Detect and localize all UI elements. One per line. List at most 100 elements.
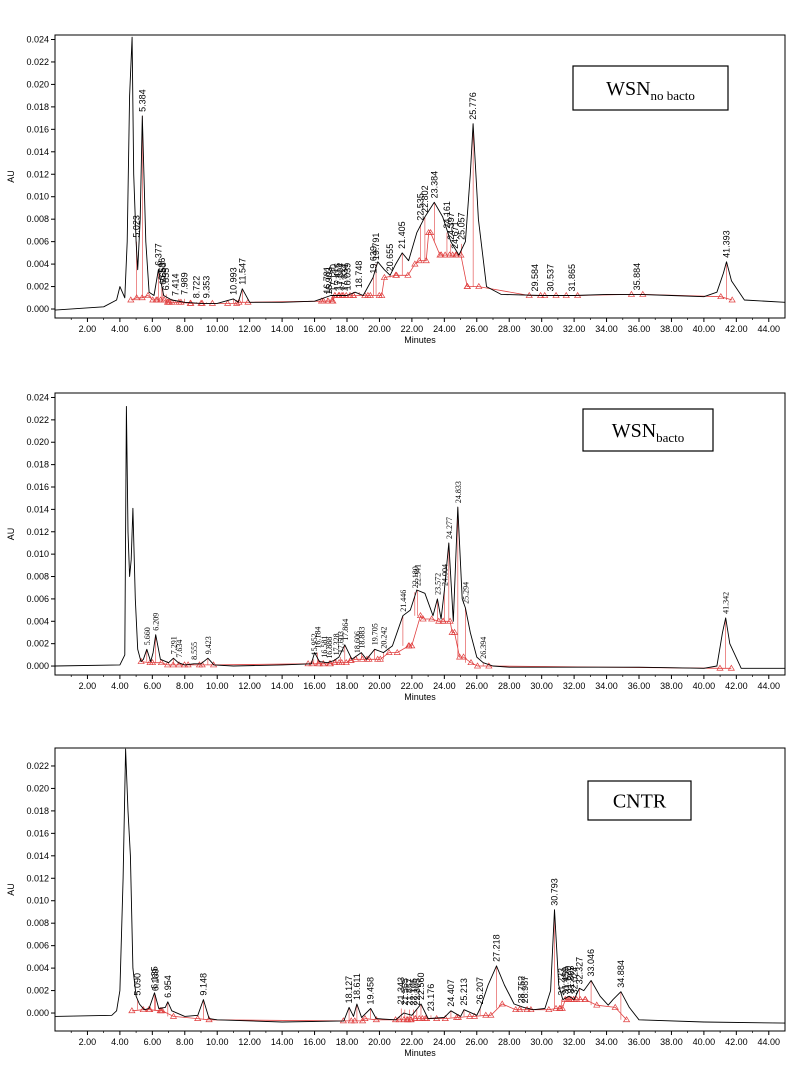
peak-label: 25.776 [468, 92, 478, 120]
integration-marker [175, 661, 183, 668]
x-tick-label: 10.00 [206, 681, 229, 691]
integration-marker [416, 612, 425, 619]
chart-panel-3: 0.000 0.002 0.004 0.006 0.008 0.010 0.012 0.014… [6, 747, 786, 1058]
y-tick-label: 0.024 [26, 34, 49, 44]
peak-label: 24.833 [454, 481, 463, 503]
integration-marker [224, 299, 232, 306]
integration-marker [562, 291, 570, 298]
integration-marker [727, 664, 735, 671]
y-tick-label: 0.004 [26, 259, 49, 269]
x-tick-label: 22.00 [401, 1037, 424, 1047]
integration-marker [308, 660, 316, 667]
x-tick-label: 16.00 [303, 681, 326, 691]
peak-label: 19.791 [371, 233, 381, 261]
y-axis-label: AU [6, 883, 16, 896]
peak-label: 6.377 [153, 243, 163, 266]
peak-label: 9.353 [202, 276, 212, 299]
peak-label: 16.903 [324, 267, 334, 295]
integration-marker [347, 656, 355, 663]
peak-label: 17.328 [332, 633, 341, 655]
peak-label: 17.416 [333, 263, 343, 291]
integration-marker [639, 290, 647, 297]
integration-marker [358, 655, 367, 662]
peak-label: 17.604 [336, 263, 346, 291]
integration-marker [523, 1005, 531, 1013]
integration-marker [169, 661, 177, 668]
integration-marker [319, 297, 328, 304]
peak-label: 31.865 [567, 264, 577, 292]
x-tick-label: 12.00 [238, 1037, 261, 1047]
x-tick-label: 44.00 [758, 324, 781, 334]
peak-label: 33.046 [586, 949, 596, 977]
integration-marker [541, 291, 549, 298]
sample-title-box [582, 408, 714, 452]
y-tick-label: 0.022 [26, 57, 49, 67]
peak-label: 11.547 [237, 258, 247, 285]
peak-label: 25.057 [456, 212, 466, 240]
x-tick-label: 14.00 [271, 324, 294, 334]
peak-label: 31.233 [557, 968, 567, 996]
integration-marker [315, 660, 324, 667]
integration-marker [194, 1014, 202, 1021]
peak-label: 24.407 [446, 979, 456, 1007]
x-tick-label: 38.00 [660, 681, 683, 691]
peak-label: 22.305 [412, 978, 422, 1006]
peak-label: 21.405 [397, 221, 407, 249]
peak-label: 25.213 [459, 978, 469, 1006]
peak-label: 22.105 [409, 978, 419, 1006]
x-tick-label: 4.00 [111, 1037, 129, 1047]
y-axis-label: AU [6, 170, 16, 183]
integration-marker [576, 995, 584, 1002]
x-tick-label: 38.00 [660, 1037, 683, 1047]
integration-marker [450, 628, 459, 635]
x-tick-label: 44.00 [758, 1037, 781, 1047]
peak-label: 9.148 [198, 973, 208, 996]
integration-marker [466, 1012, 474, 1019]
y-tick-label: 0.002 [26, 986, 49, 996]
integration-marker [144, 291, 152, 298]
peak-label: 26.207 [475, 977, 485, 1005]
integration-marker [128, 1007, 136, 1014]
peak-label: 23.572 [433, 573, 442, 595]
peak-label: 6.135 [150, 966, 160, 989]
integration-marker [168, 298, 176, 305]
x-tick-label: 2.00 [79, 324, 97, 334]
peak-label: 6.855 [161, 268, 171, 291]
peak-label: 16.781 [322, 266, 332, 294]
integration-marker [581, 995, 590, 1002]
y-tick-label: 0.022 [26, 761, 49, 771]
chromatogram-trace [55, 748, 785, 1024]
sample-title-box [572, 65, 729, 111]
integration-marker [233, 299, 241, 306]
integration-marker [133, 294, 141, 301]
integration-marker [441, 1014, 449, 1021]
y-tick-label: 0.022 [26, 415, 49, 425]
peak-label: 19.639 [369, 246, 379, 274]
integration-marker [487, 1011, 495, 1018]
peak-label: 19.458 [366, 977, 376, 1005]
integration-marker [329, 297, 337, 304]
integration-marker [627, 290, 636, 297]
x-tick-label: 8.00 [176, 681, 194, 691]
x-tick-label: 32.00 [563, 681, 586, 691]
peak-label: 5.384 [137, 89, 147, 112]
peak-label: 5.023 [131, 215, 141, 238]
y-tick-label: 0.010 [26, 549, 49, 559]
sample-title: WSNno bacto [606, 78, 695, 103]
y-tick-label: 0.000 [26, 661, 49, 671]
x-tick-label: 8.00 [176, 324, 194, 334]
peak-label: 6.954 [163, 975, 173, 998]
y-tick-label: 0.016 [26, 124, 49, 134]
x-tick-label: 40.00 [693, 1037, 716, 1047]
peak-label: 28.987 [520, 976, 530, 1004]
x-tick-label: 6.00 [144, 1037, 162, 1047]
integration-marker [515, 1005, 524, 1013]
peak-label: 20.242 [379, 627, 388, 649]
peak-label: 29.584 [530, 264, 540, 292]
peak-label: 34.884 [616, 960, 626, 988]
y-tick-label: 0.020 [26, 437, 49, 447]
integration-marker [593, 1001, 601, 1008]
integration-marker [198, 661, 206, 668]
peak-label: 31.805 [566, 966, 576, 994]
